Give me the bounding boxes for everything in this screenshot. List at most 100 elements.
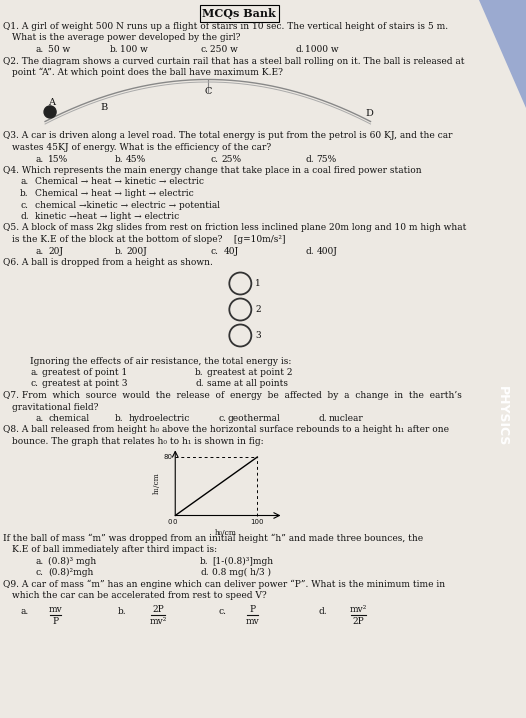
Text: d.: d. [20, 212, 28, 221]
Text: 3: 3 [255, 332, 261, 340]
Text: 75%: 75% [317, 154, 337, 164]
Text: MCQs Bank: MCQs Bank [203, 8, 276, 19]
Text: mv²: mv² [350, 605, 367, 613]
Text: b.: b. [115, 414, 124, 423]
Text: h₁/cm: h₁/cm [153, 472, 161, 494]
Text: Q4. Which represents the main energy change that take place in a coal fired powe: Q4. Which represents the main energy cha… [3, 166, 422, 175]
Text: c.: c. [218, 607, 226, 615]
Text: b.: b. [115, 154, 124, 164]
Text: b.: b. [20, 189, 28, 198]
Polygon shape [479, 0, 526, 108]
Text: 100: 100 [250, 518, 264, 525]
Text: b.: b. [110, 45, 119, 54]
Text: Q8. A ball released from height h₀ above the horizontal surface rebounds to a he: Q8. A ball released from height h₀ above… [3, 426, 449, 434]
Text: which the car can be accelerated from rest to speed V?: which the car can be accelerated from re… [12, 591, 267, 600]
Text: d.: d. [296, 45, 304, 54]
Text: chemical →kinetic → electric → potential: chemical →kinetic → electric → potential [35, 200, 220, 210]
Text: 15%: 15% [48, 154, 68, 164]
Text: d.: d. [318, 607, 327, 615]
Text: 45%: 45% [126, 154, 146, 164]
Text: 100 w: 100 w [120, 45, 148, 54]
Text: mv: mv [246, 617, 259, 625]
Text: c.: c. [200, 45, 208, 54]
Text: 50 w: 50 w [48, 45, 70, 54]
Text: Ignoring the effects of air resistance, the total energy is:: Ignoring the effects of air resistance, … [30, 357, 291, 365]
Text: 2P: 2P [153, 605, 164, 613]
Text: Q2. The diagram shows a curved curtain rail that has a steel ball rolling on it.: Q2. The diagram shows a curved curtain r… [3, 57, 464, 65]
Text: d.: d. [318, 414, 327, 423]
Text: 1000 w: 1000 w [306, 45, 339, 54]
Text: b.: b. [118, 607, 127, 615]
Text: kinetic →heat → light → electric: kinetic →heat → light → electric [35, 212, 179, 221]
Text: c.: c. [210, 246, 218, 256]
Text: 25%: 25% [221, 154, 241, 164]
Text: b.: b. [200, 556, 209, 566]
Text: a.: a. [35, 154, 43, 164]
Text: bounce. The graph that relates h₀ to h₁ is shown in fig:: bounce. The graph that relates h₀ to h₁ … [12, 437, 264, 446]
Text: Q7. From  which  source  would  the  release  of  energy  be  affected  by  a  c: Q7. From which source would the release … [3, 391, 462, 400]
Text: PHYSICS: PHYSICS [496, 386, 509, 447]
Text: geothermal: geothermal [227, 414, 280, 423]
Text: 0.8 mg( h/3 ): 0.8 mg( h/3 ) [213, 568, 271, 577]
Text: mv²: mv² [149, 617, 167, 625]
Circle shape [44, 106, 56, 118]
Text: 400J: 400J [317, 246, 338, 256]
Text: d.: d. [306, 246, 314, 256]
Text: d.: d. [200, 568, 209, 577]
Text: P: P [52, 617, 58, 625]
Text: h₀/cm: h₀/cm [214, 528, 236, 536]
Text: (0.8)³ mgh: (0.8)³ mgh [48, 556, 96, 566]
Text: 2: 2 [255, 305, 261, 314]
Text: c.: c. [218, 414, 226, 423]
Text: b.: b. [195, 368, 204, 377]
Text: 250 w: 250 w [210, 45, 238, 54]
Text: Q1. A girl of weight 500 N runs up a flight of stairs in 10 sec. The vertical he: Q1. A girl of weight 500 N runs up a fli… [3, 22, 448, 31]
Text: C: C [205, 86, 212, 95]
Text: gravitational field?: gravitational field? [12, 403, 98, 411]
Text: c.: c. [20, 200, 28, 210]
Text: B: B [100, 103, 107, 112]
Text: a.: a. [20, 607, 28, 615]
Text: greatest at point 3: greatest at point 3 [42, 380, 128, 388]
Text: Q3. A car is driven along a level road. The total energy is put from the petrol : Q3. A car is driven along a level road. … [3, 131, 452, 141]
Text: Q6. A ball is dropped from a height as shown.: Q6. A ball is dropped from a height as s… [3, 258, 213, 267]
Text: A: A [48, 98, 55, 107]
Text: d.: d. [306, 154, 314, 164]
Text: c.: c. [30, 380, 38, 388]
Text: P: P [249, 605, 256, 613]
Text: 20J: 20J [48, 246, 63, 256]
Text: What is the average power developed by the girl?: What is the average power developed by t… [12, 34, 240, 42]
Text: Q5. A block of mass 2kg slides from rest on friction less inclined plane 20m lon: Q5. A block of mass 2kg slides from rest… [3, 223, 467, 233]
Text: [1-(0.8)³]mgh: [1-(0.8)³]mgh [213, 556, 274, 566]
Text: 0: 0 [168, 518, 172, 525]
Text: Q9. A car of mass “m” has an engine which can deliver power “P”. What is the min: Q9. A car of mass “m” has an engine whic… [3, 579, 445, 589]
Text: a.: a. [35, 246, 43, 256]
Text: Chemical → heat → kinetic → electric: Chemical → heat → kinetic → electric [35, 177, 204, 187]
Text: c.: c. [35, 568, 43, 577]
Text: same at all points: same at all points [207, 380, 288, 388]
Text: chemical: chemical [48, 414, 89, 423]
Text: greatest at point 2: greatest at point 2 [207, 368, 293, 377]
Text: If the ball of mass “m” was dropped from an initial height “h” and made three bo: If the ball of mass “m” was dropped from… [3, 533, 423, 543]
Text: c.: c. [210, 154, 218, 164]
Text: 40J: 40J [224, 246, 239, 256]
Text: point “A”. At which point does the ball have maximum K.E?: point “A”. At which point does the ball … [12, 68, 283, 78]
Text: mv: mv [48, 605, 62, 613]
Text: a.: a. [20, 177, 28, 187]
Text: hydroelectric: hydroelectric [128, 414, 189, 423]
Text: d.: d. [195, 380, 204, 388]
Text: (0.8)²mgh: (0.8)²mgh [48, 568, 94, 577]
Text: 200J: 200J [126, 246, 147, 256]
Text: 80: 80 [163, 454, 172, 460]
Text: D: D [366, 108, 373, 118]
Text: a.: a. [35, 45, 43, 54]
Text: b.: b. [115, 246, 124, 256]
Text: a.: a. [30, 368, 38, 377]
Text: 1: 1 [255, 279, 261, 289]
Text: K.E of ball immediately after third impact is:: K.E of ball immediately after third impa… [12, 545, 217, 554]
Text: a.: a. [35, 556, 43, 566]
Text: is the K.E of the block at the bottom of slope?    [g=10m/s²]: is the K.E of the block at the bottom of… [12, 235, 286, 244]
Text: 0: 0 [173, 518, 177, 525]
Text: nuclear: nuclear [328, 414, 363, 423]
Text: Chemical → heat → light → electric: Chemical → heat → light → electric [35, 189, 194, 198]
